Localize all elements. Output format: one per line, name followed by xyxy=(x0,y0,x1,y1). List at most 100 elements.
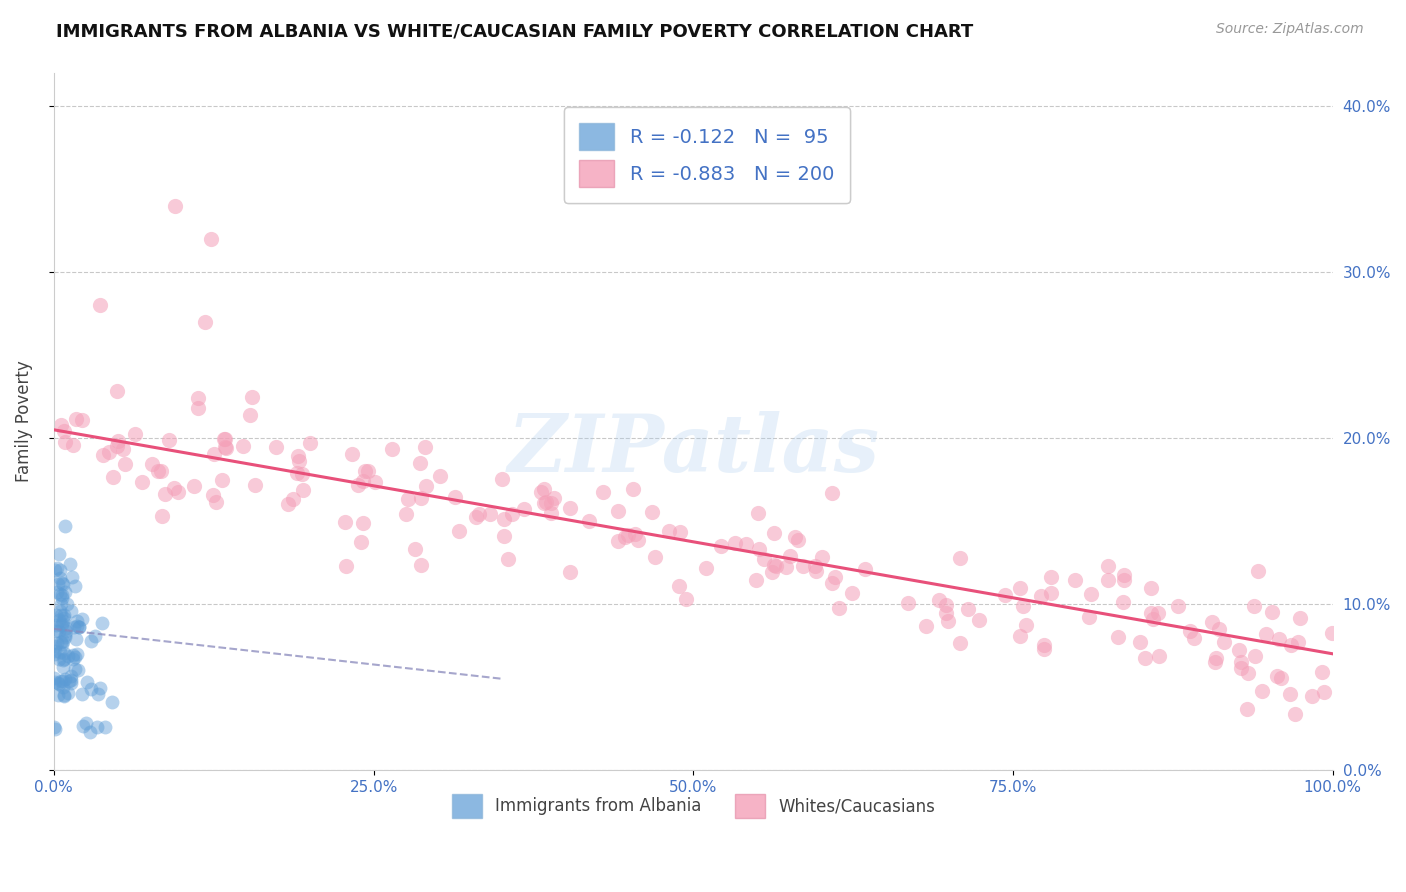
Point xyxy=(415,479,437,493)
Point xyxy=(205,495,228,509)
Point xyxy=(529,485,551,500)
Point xyxy=(607,533,630,548)
Point xyxy=(44,564,66,578)
Point xyxy=(52,646,75,660)
Point xyxy=(1107,630,1129,644)
Point xyxy=(824,570,846,584)
Point xyxy=(1288,611,1310,625)
Point xyxy=(281,491,304,506)
Point xyxy=(614,530,637,544)
Point xyxy=(540,496,562,510)
Point xyxy=(501,508,523,522)
Point xyxy=(53,434,76,449)
Point xyxy=(114,457,136,471)
Point xyxy=(86,720,108,734)
Point xyxy=(201,488,224,502)
Point xyxy=(747,506,769,520)
Point xyxy=(710,539,733,553)
Point xyxy=(193,315,215,329)
Point xyxy=(51,637,73,651)
Point xyxy=(936,614,959,628)
Point xyxy=(949,550,972,565)
Point xyxy=(607,504,630,518)
Point xyxy=(395,507,418,521)
Point xyxy=(124,426,146,441)
Point xyxy=(52,633,75,648)
Point xyxy=(994,588,1017,602)
Point xyxy=(44,722,66,736)
Point xyxy=(534,495,557,509)
Point xyxy=(669,524,692,539)
Point xyxy=(354,464,377,478)
Point xyxy=(42,648,65,662)
Point xyxy=(59,669,82,683)
Point xyxy=(623,483,645,497)
Point xyxy=(1244,648,1267,663)
Point xyxy=(724,536,747,550)
Point xyxy=(52,653,75,667)
Point xyxy=(1112,573,1135,587)
Point xyxy=(214,432,236,446)
Point xyxy=(1236,702,1258,716)
Point xyxy=(491,472,513,486)
Point xyxy=(45,585,67,599)
Point xyxy=(1097,574,1119,588)
Point xyxy=(540,506,562,520)
Point xyxy=(1279,638,1302,652)
Point xyxy=(1032,642,1054,657)
Point xyxy=(90,616,112,631)
Point xyxy=(1142,611,1164,625)
Point xyxy=(356,465,378,479)
Point xyxy=(89,681,111,695)
Point xyxy=(146,464,169,478)
Point xyxy=(46,676,69,690)
Point xyxy=(409,491,432,505)
Point xyxy=(166,484,188,499)
Point xyxy=(183,479,205,493)
Point xyxy=(67,620,90,634)
Point xyxy=(1008,629,1031,643)
Point xyxy=(299,435,322,450)
Point xyxy=(1010,581,1032,595)
Point xyxy=(70,687,93,701)
Point xyxy=(52,424,75,438)
Point xyxy=(333,515,356,529)
Point xyxy=(55,624,77,638)
Point xyxy=(1243,599,1265,613)
Point xyxy=(1112,595,1135,609)
Point xyxy=(62,648,84,662)
Point xyxy=(157,433,180,447)
Point xyxy=(1279,687,1302,701)
Point xyxy=(408,456,430,470)
Point xyxy=(1015,618,1038,632)
Point xyxy=(48,645,70,659)
Point xyxy=(51,674,73,689)
Point xyxy=(1077,610,1099,624)
Point xyxy=(1270,671,1292,685)
Point xyxy=(75,716,97,731)
Point xyxy=(745,574,768,588)
Point xyxy=(45,561,67,575)
Point xyxy=(187,392,209,406)
Point xyxy=(624,527,647,541)
Point xyxy=(163,482,186,496)
Point xyxy=(60,673,83,688)
Point xyxy=(67,620,90,634)
Point xyxy=(52,660,75,674)
Point xyxy=(51,575,73,590)
Point xyxy=(60,604,83,618)
Point xyxy=(48,613,70,627)
Point xyxy=(49,418,72,433)
Point xyxy=(62,620,84,634)
Point xyxy=(79,633,101,648)
Point xyxy=(292,483,315,498)
Point xyxy=(1313,685,1336,699)
Point xyxy=(761,565,783,579)
Point xyxy=(1146,606,1168,620)
Point xyxy=(1112,568,1135,582)
Point xyxy=(853,561,876,575)
Point xyxy=(1140,582,1163,596)
Point xyxy=(63,649,86,664)
Point xyxy=(352,475,374,489)
Point xyxy=(53,585,76,599)
